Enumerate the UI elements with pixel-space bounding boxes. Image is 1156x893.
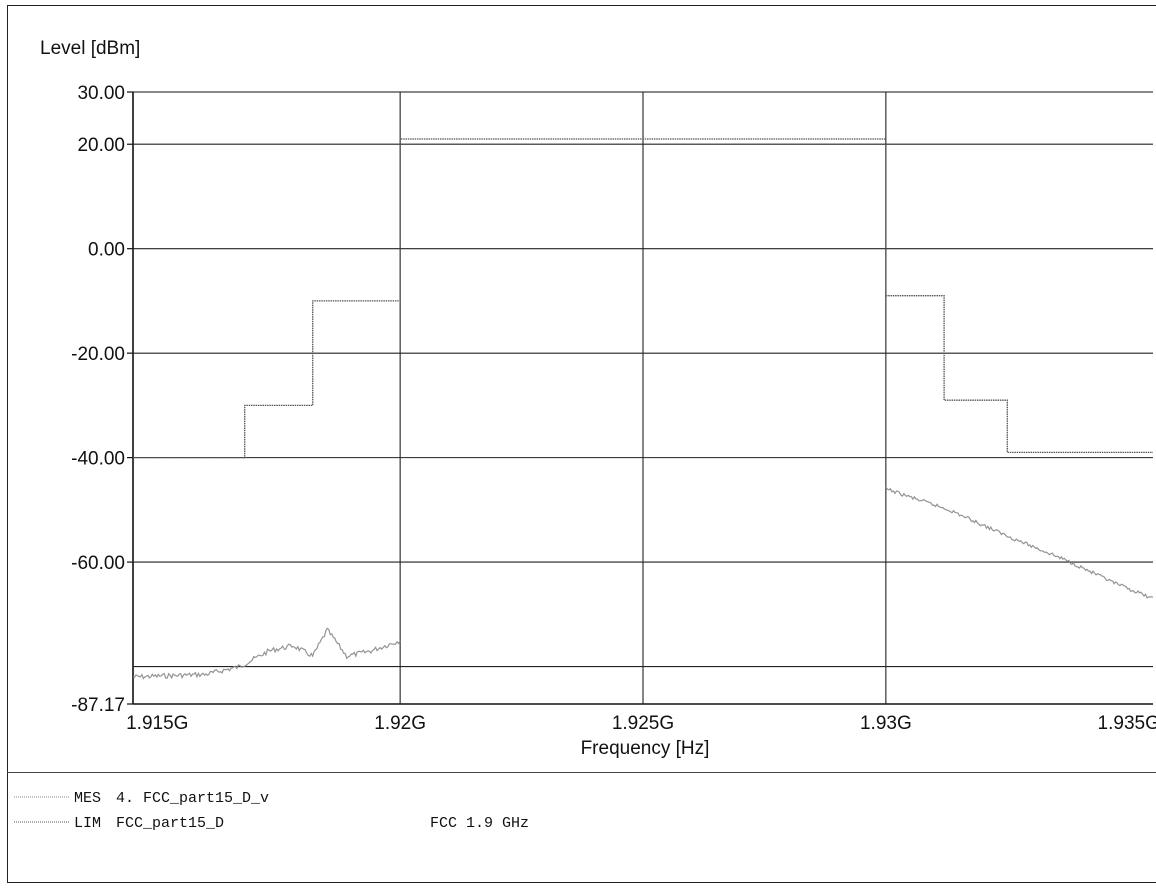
y-tick-label-3: -20.00: [71, 344, 125, 365]
y-tick-label-6: -87.17: [71, 695, 125, 716]
y-tick-label-5: -60.00: [71, 553, 125, 574]
y-tick-label-2: 0.00: [88, 240, 125, 261]
y-axis-label: Level [dBm]: [40, 38, 140, 59]
mes-trace-segment-1: [886, 487, 1153, 598]
legend-area: [7, 772, 1156, 883]
y-tick-label-0: 30.00: [77, 83, 125, 104]
x-axis-label: Frequency [Hz]: [581, 738, 710, 759]
x-tick-label-3: 1.93G: [860, 713, 912, 734]
mes-trace-segment-0: [133, 628, 400, 678]
x-tick-label-4: 1.935G: [1098, 713, 1156, 734]
x-tick-label-2: 1.925G: [612, 713, 674, 734]
plot-layer: 30.0020.000.00-20.00-40.00-60.00-87.171.…: [71, 83, 1156, 734]
y-tick-label-4: -40.00: [71, 449, 125, 470]
y-tick-label-1: 20.00: [77, 135, 125, 156]
x-tick-label-0: 1.915G: [126, 713, 188, 734]
x-tick-label-1: 1.92G: [374, 713, 426, 734]
